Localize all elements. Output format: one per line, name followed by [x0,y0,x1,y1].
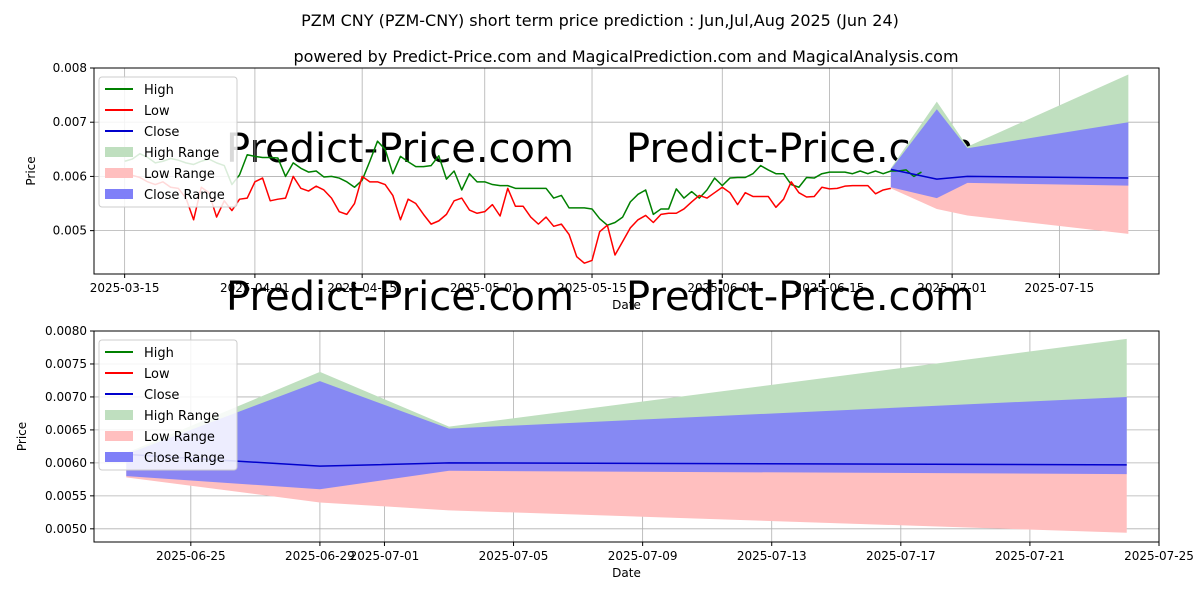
y-tick-label: 0.0055 [45,489,87,503]
legend-entry: High Range [144,146,219,161]
legend-entry: Low [144,104,170,119]
x-axis-label: Date [612,566,641,580]
y-tick-label: 0.0060 [45,456,87,470]
x-tick-label: 2025-07-25 [1124,549,1194,563]
legend-swatch-patch [105,410,133,420]
y-tick-label: 0.005 [53,224,87,238]
x-tick-label: 2025-04-15 [327,281,397,295]
legend-entry: Low Range [144,167,215,182]
high-line [124,140,922,226]
x-axis-label: Date [612,298,641,312]
chart-subtitle: powered by Predict-Price.com and Magical… [293,47,958,66]
x-tick-label: 2025-06-29 [285,549,355,563]
y-tick-label: 0.0075 [45,357,87,371]
x-tick-label: 2025-03-15 [90,281,160,295]
y-tick-label: 0.0070 [45,390,87,404]
x-tick-label: 2025-05-01 [450,281,520,295]
plot-frame [93,67,1160,275]
legend-entry: Close [144,125,179,140]
y-axis-label: Price [15,422,29,451]
legend-box [98,76,238,208]
y-tick-label: 0.006 [53,169,87,183]
legend-box [98,339,238,471]
watermark-text: Predict-Price.com [226,126,574,172]
legend-entry: Close Range [144,451,225,466]
watermark-text: Predict-Price.com [226,274,574,320]
legend-swatch-patch [105,452,133,462]
y-tick-label: 0.007 [53,115,87,129]
close-range-band [126,381,1127,490]
legend-swatch-patch [105,189,133,199]
watermark-text: Predict-Price.com [626,274,974,320]
top-panel: 2025-03-15 2025-04-01 2025-04-15 2025-05-01… [24,61,1160,312]
close-range-band [890,109,1129,199]
x-tick-label: 2025-05-15 [557,281,627,295]
x-tick-label: 2025-06-15 [795,281,865,295]
x-tick-label: 2025-07-01 [350,549,420,563]
x-tick-label: 2025-07-09 [608,549,678,563]
legend-swatch-patch [105,168,133,178]
y-tick-label: 0.0080 [45,324,87,338]
close-line [890,168,1129,180]
x-tick-label: 2025-07-13 [737,549,807,563]
y-tick-label: 0.0050 [45,522,87,536]
plot-frame [93,330,1160,543]
legend: High Low Close High Range Low Range Close Ran… [98,76,238,208]
x-tick-label: 2025-07-15 [1025,281,1095,295]
y-axis-label: Price [24,156,38,185]
legend-entry: High [144,346,174,361]
legend-entry: Close Range [144,188,225,203]
legend-swatch-patch [105,147,133,157]
x-tick-label: 2025-06-01 [687,281,757,295]
y-tick-label: 0.0065 [45,423,87,437]
x-tick-label: 2025-07-21 [995,549,1065,563]
y-tick-label: 0.008 [53,61,87,75]
legend-entry: Low Range [144,430,215,445]
x-tick-label: 2025-07-17 [866,549,936,563]
legend-swatch-patch [105,431,133,441]
legend-entry: Low [144,367,170,382]
x-tick-label: 2025-07-05 [479,549,549,563]
x-tick-label: 2025-06-25 [156,549,226,563]
x-tick-label: 2025-04-01 [220,281,290,295]
legend-entry: High [144,83,174,98]
legend: High Low Close High Range Low Range Close Ran… [98,339,238,471]
low-line [124,172,891,264]
legend-entry: Close [144,388,179,403]
chart-title: PZM CNY (PZM-CNY) short term price predi… [301,11,899,30]
legend-entry: High Range [144,409,219,424]
x-tick-label: 2025-07-01 [917,281,987,295]
